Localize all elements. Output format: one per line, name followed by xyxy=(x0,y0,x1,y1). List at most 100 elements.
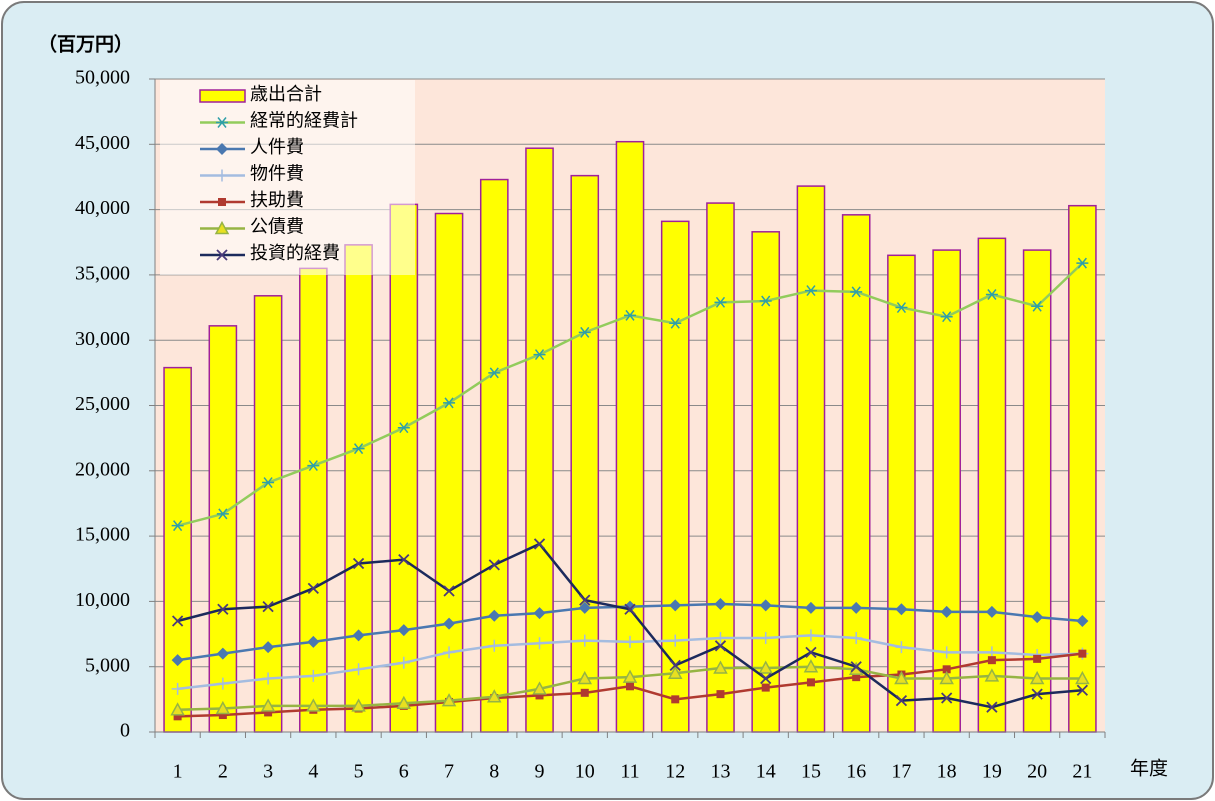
marker xyxy=(577,670,593,685)
marker xyxy=(396,695,412,710)
marker xyxy=(1075,670,1090,685)
marker xyxy=(758,660,773,674)
marker xyxy=(441,693,457,707)
marker xyxy=(262,641,275,654)
marker xyxy=(443,397,456,409)
legend-label: 経常的経費計 xyxy=(250,111,358,131)
marker xyxy=(1031,300,1044,312)
x-tick-label: 7 xyxy=(444,761,454,783)
marker xyxy=(669,317,682,329)
marker xyxy=(533,538,546,550)
x-tick-label: 12 xyxy=(665,761,685,783)
legend-swatch xyxy=(199,89,246,103)
marker xyxy=(626,682,634,691)
marker xyxy=(940,311,953,323)
marker xyxy=(714,296,727,308)
marker xyxy=(667,665,683,679)
marker xyxy=(351,698,366,712)
bar xyxy=(299,267,328,733)
marker xyxy=(850,286,863,298)
legend-label: 扶助費 xyxy=(250,190,304,210)
marker xyxy=(397,422,410,434)
marker xyxy=(986,701,998,713)
marker xyxy=(262,477,275,489)
marker xyxy=(939,670,954,685)
x-tick-label: 8 xyxy=(489,761,499,783)
marker xyxy=(759,295,772,307)
marker xyxy=(850,601,863,614)
marker xyxy=(850,661,862,673)
x-tick-label: 15 xyxy=(801,761,821,783)
bar xyxy=(163,366,192,733)
bar xyxy=(525,147,554,733)
y-tick-label: 35,000 xyxy=(75,262,130,284)
legend-label: 公債費 xyxy=(250,217,304,237)
y-tick-label: 30,000 xyxy=(75,328,130,350)
marker xyxy=(984,668,1000,682)
marker xyxy=(214,220,230,235)
marker xyxy=(805,646,817,658)
marker xyxy=(260,698,276,712)
marker xyxy=(307,582,319,594)
marker xyxy=(759,599,772,612)
x-tick-label: 16 xyxy=(846,761,866,783)
x-tick-label: 1 xyxy=(173,761,183,783)
marker xyxy=(532,681,547,695)
marker xyxy=(218,198,226,206)
marker xyxy=(216,249,228,261)
marker xyxy=(218,711,227,720)
marker xyxy=(985,605,998,618)
marker xyxy=(216,508,229,520)
marker xyxy=(716,690,725,699)
marker xyxy=(443,617,456,630)
x-tick-label: 21 xyxy=(1072,761,1092,783)
marker xyxy=(533,637,546,650)
marker xyxy=(443,646,456,659)
bar xyxy=(932,249,961,733)
marker xyxy=(1078,649,1087,658)
marker xyxy=(804,601,817,614)
y-tick-label: 15,000 xyxy=(75,524,130,546)
x-tick-label: 10 xyxy=(575,761,595,783)
marker xyxy=(804,629,817,642)
x-tick-label: 20 xyxy=(1027,761,1047,783)
x-tick-label: 11 xyxy=(620,761,639,783)
marker xyxy=(714,598,727,611)
x-tick-label: 6 xyxy=(399,761,409,783)
x-tick-label: 4 xyxy=(308,761,318,783)
y-tick-label: 10,000 xyxy=(75,589,130,611)
marker xyxy=(579,594,591,606)
x-tick-label: 19 xyxy=(982,761,1002,783)
marker xyxy=(759,631,772,644)
marker xyxy=(578,601,591,614)
marker xyxy=(1029,670,1045,685)
marker xyxy=(488,367,501,379)
marker xyxy=(714,631,727,644)
marker xyxy=(216,647,229,660)
marker xyxy=(171,682,184,695)
marker xyxy=(352,663,365,676)
marker xyxy=(895,603,908,616)
marker xyxy=(760,672,772,685)
marker xyxy=(895,641,908,654)
y-tick-label: 0 xyxy=(120,720,130,742)
marker xyxy=(1076,684,1089,696)
marker xyxy=(940,605,953,618)
marker xyxy=(624,309,636,321)
legend-box xyxy=(160,80,415,275)
marker xyxy=(533,349,546,361)
marker xyxy=(216,143,228,155)
x-tick-label: 18 xyxy=(937,761,957,783)
marker xyxy=(1033,654,1042,663)
x-tick-label: 5 xyxy=(354,761,364,783)
marker xyxy=(171,520,184,532)
marker xyxy=(397,656,410,669)
marker xyxy=(488,559,500,571)
marker xyxy=(535,691,544,700)
marker xyxy=(215,700,231,715)
bar xyxy=(887,254,916,733)
marker xyxy=(173,712,182,721)
marker xyxy=(171,615,184,627)
marker xyxy=(307,669,320,682)
